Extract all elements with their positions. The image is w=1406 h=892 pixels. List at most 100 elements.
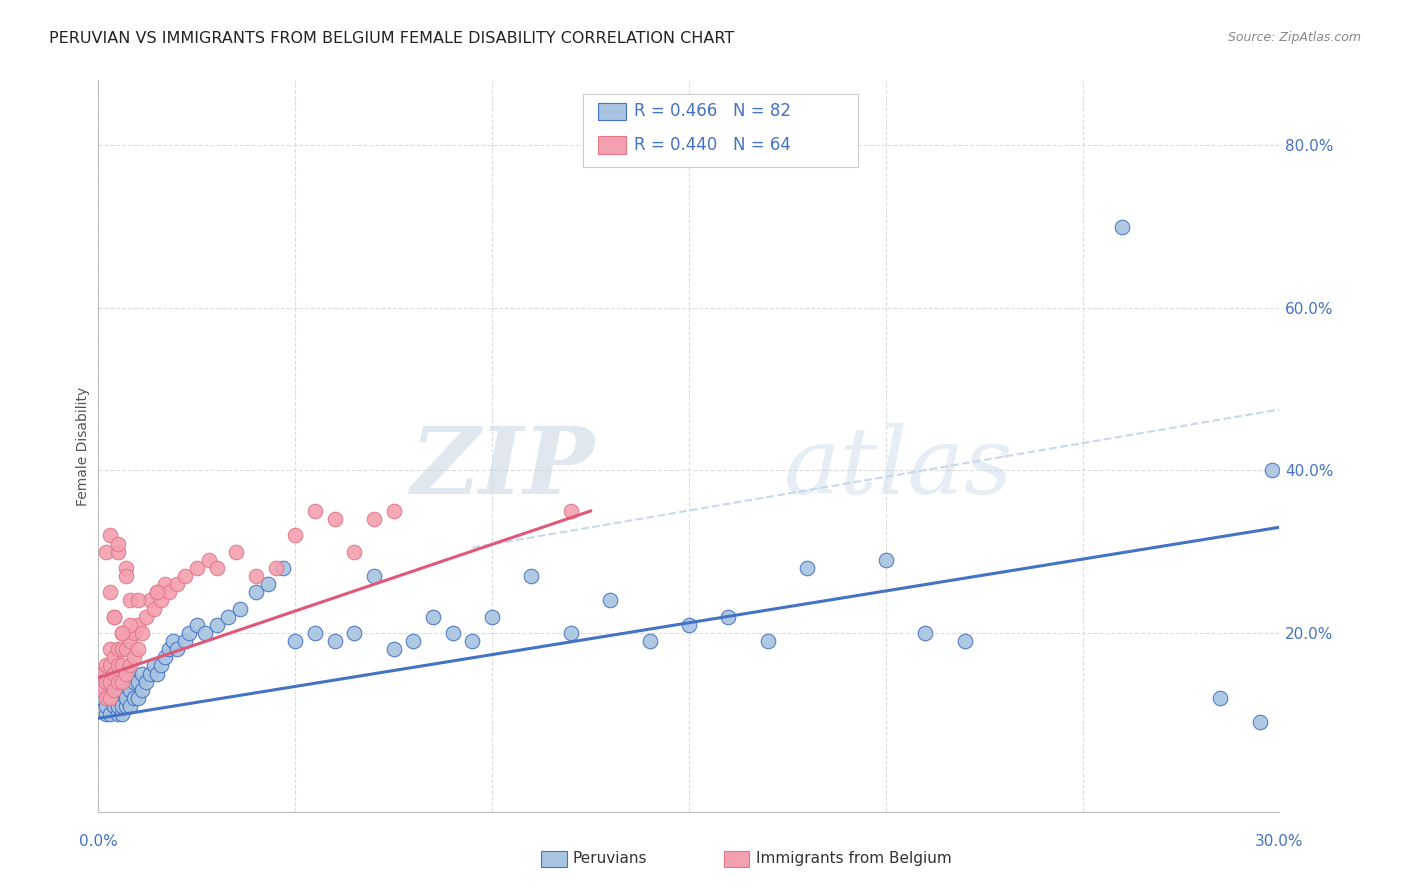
Point [118, 634, 141, 648]
Point [107, 707, 129, 722]
Point [717, 609, 740, 624]
Point [118, 593, 141, 607]
Point [115, 699, 138, 714]
Point [953, 634, 976, 648]
Point [96, 544, 118, 558]
Point [122, 690, 145, 705]
Point [131, 666, 153, 681]
Point [186, 561, 208, 575]
Point [98, 666, 121, 681]
Point [1209, 690, 1232, 705]
Point [115, 569, 138, 583]
Point [197, 553, 219, 567]
Point [127, 617, 149, 632]
Point [118, 617, 141, 632]
Point [127, 674, 149, 689]
Point [98, 690, 121, 705]
Point [91, 682, 114, 697]
Point [796, 561, 818, 575]
Point [461, 634, 484, 648]
Point [343, 544, 366, 558]
Point [875, 553, 897, 567]
Point [166, 577, 188, 591]
Point [103, 609, 125, 624]
Point [98, 642, 121, 657]
Text: Source: ZipAtlas.com: Source: ZipAtlas.com [1227, 31, 1361, 45]
Point [91, 674, 114, 689]
Point [142, 658, 165, 673]
Point [245, 585, 267, 599]
Point [217, 609, 239, 624]
Point [107, 658, 129, 673]
Point [756, 634, 779, 648]
Point [304, 504, 326, 518]
Point [127, 690, 149, 705]
Point [363, 569, 385, 583]
Point [115, 674, 138, 689]
Point [166, 642, 188, 657]
Point [122, 626, 145, 640]
Point [135, 609, 157, 624]
Point [111, 642, 134, 657]
Point [107, 536, 129, 550]
Point [115, 666, 138, 681]
Point [138, 666, 160, 681]
Text: 30.0%: 30.0% [1256, 834, 1303, 849]
Point [103, 699, 125, 714]
Point [118, 699, 141, 714]
Point [96, 658, 118, 673]
Point [118, 658, 141, 673]
Point [111, 707, 134, 722]
Point [98, 658, 121, 673]
Point [323, 512, 346, 526]
Point [599, 593, 621, 607]
Point [91, 690, 114, 705]
Point [107, 699, 129, 714]
Point [138, 593, 160, 607]
Point [107, 674, 129, 689]
Point [107, 642, 129, 657]
Point [107, 544, 129, 558]
Point [103, 674, 125, 689]
Point [264, 561, 287, 575]
Point [98, 682, 121, 697]
Text: ZIP: ZIP [411, 423, 595, 513]
Point [96, 707, 118, 722]
Point [98, 674, 121, 689]
Point [98, 528, 121, 542]
Point [150, 658, 173, 673]
Point [1111, 219, 1133, 234]
Point [284, 528, 307, 542]
Point [103, 682, 125, 697]
Point [98, 585, 121, 599]
Point [150, 593, 173, 607]
Point [91, 666, 114, 681]
Point [273, 561, 295, 575]
Point [382, 504, 405, 518]
Text: R = 0.466   N = 82: R = 0.466 N = 82 [634, 102, 792, 120]
Point [441, 626, 464, 640]
Point [111, 682, 134, 697]
Point [363, 512, 385, 526]
Point [157, 642, 180, 657]
Text: Peruvians: Peruvians [572, 852, 647, 866]
Point [91, 682, 114, 697]
Point [914, 626, 936, 640]
Point [107, 682, 129, 697]
Point [122, 674, 145, 689]
Point [115, 642, 138, 657]
Y-axis label: Female Disability: Female Disability [76, 386, 90, 506]
Point [111, 674, 134, 689]
Point [157, 585, 180, 599]
Point [146, 666, 169, 681]
Point [127, 593, 149, 607]
Point [481, 609, 503, 624]
Point [96, 690, 118, 705]
Point [1249, 715, 1271, 730]
Point [284, 634, 307, 648]
Point [142, 601, 165, 615]
Point [98, 674, 121, 689]
Text: atlas: atlas [783, 423, 1012, 513]
Point [131, 682, 153, 697]
Point [229, 601, 252, 615]
